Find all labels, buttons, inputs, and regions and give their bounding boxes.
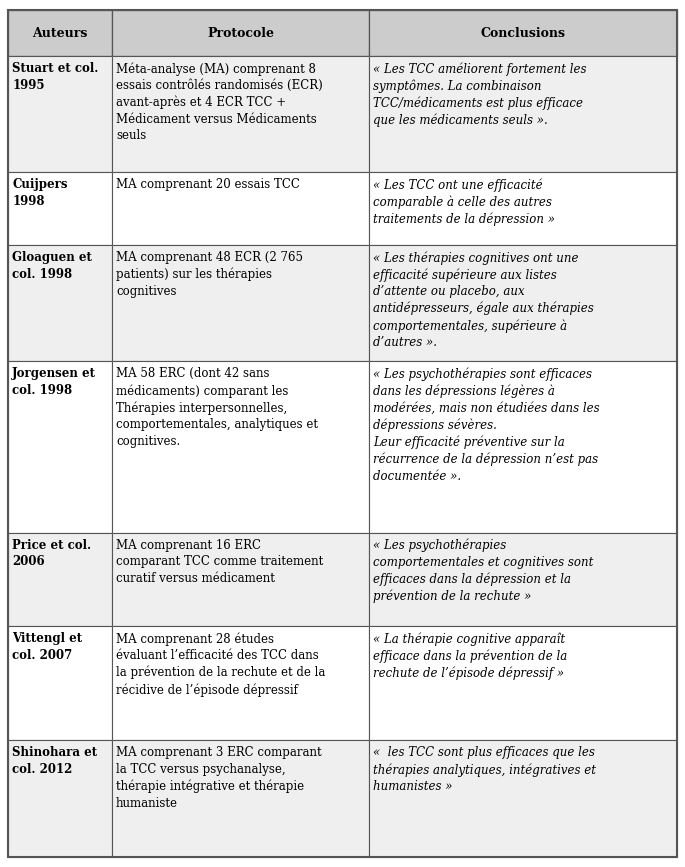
- Bar: [112, 173, 369, 245]
- Text: « Les psychothérapies
comportementales et cognitives sont
efficaces dans la dépr: « Les psychothérapies comportementales e…: [373, 538, 594, 603]
- Bar: [8, 10, 112, 56]
- Bar: [8, 56, 112, 173]
- Bar: [369, 10, 677, 56]
- Text: Gloaguen et
col. 1998: Gloaguen et col. 1998: [12, 251, 92, 281]
- Bar: [112, 740, 369, 857]
- Text: MA comprenant 48 ECR (2 765
patients) sur les thérapies
cognitives: MA comprenant 48 ECR (2 765 patients) su…: [116, 251, 303, 297]
- Bar: [112, 532, 369, 626]
- Bar: [112, 362, 369, 532]
- Text: Cuijpers
1998: Cuijpers 1998: [12, 179, 68, 208]
- Text: MA comprenant 16 ERC
comparant TCC comme traitement
curatif versus médicament: MA comprenant 16 ERC comparant TCC comme…: [116, 538, 323, 584]
- Bar: [112, 56, 369, 173]
- Text: MA comprenant 3 ERC comparant
la TCC versus psychanalyse,
thérapie intégrative e: MA comprenant 3 ERC comparant la TCC ver…: [116, 746, 321, 810]
- Bar: [8, 362, 112, 532]
- Text: Jorgensen et
col. 1998: Jorgensen et col. 1998: [12, 368, 97, 397]
- Text: Conclusions: Conclusions: [480, 27, 566, 40]
- Text: Auteurs: Auteurs: [32, 27, 88, 40]
- Bar: [8, 173, 112, 245]
- Bar: [369, 56, 677, 173]
- Text: « Les thérapies cognitives ont une
efficacité supérieure aux listes
d’attente ou: « Les thérapies cognitives ont une effic…: [373, 251, 594, 349]
- Bar: [112, 362, 369, 532]
- Bar: [8, 245, 112, 362]
- Text: Price et col.
2006: Price et col. 2006: [12, 538, 92, 568]
- Bar: [8, 10, 112, 56]
- Text: Vittengl et
col. 2007: Vittengl et col. 2007: [12, 632, 82, 662]
- Bar: [369, 532, 677, 626]
- Bar: [369, 740, 677, 857]
- Text: Shinohara et
col. 2012: Shinohara et col. 2012: [12, 746, 97, 776]
- Text: « Les TCC ont une efficacité
comparable à celle des autres
traitements de la dép: « Les TCC ont une efficacité comparable …: [373, 179, 556, 226]
- Text: MA 58 ERC (dont 42 sans
médicaments) comparant les
Thérapies interpersonnelles,
: MA 58 ERC (dont 42 sans médicaments) com…: [116, 368, 318, 447]
- Bar: [369, 740, 677, 857]
- Bar: [8, 532, 112, 626]
- Bar: [8, 532, 112, 626]
- Bar: [8, 740, 112, 857]
- Bar: [8, 740, 112, 857]
- Text: MA comprenant 20 essais TCC: MA comprenant 20 essais TCC: [116, 179, 300, 192]
- Text: «  les TCC sont plus efficaces que les
thérapies analytiques, intégratives et
hu: « les TCC sont plus efficaces que les th…: [373, 746, 597, 793]
- Text: « Les psychothérapies sont efficaces
dans les dépressions légères à
modérées, ma: « Les psychothérapies sont efficaces dan…: [373, 368, 600, 483]
- Bar: [112, 532, 369, 626]
- Bar: [8, 626, 112, 740]
- Bar: [112, 10, 369, 56]
- Bar: [369, 626, 677, 740]
- Bar: [369, 173, 677, 245]
- Text: Protocole: Protocole: [207, 27, 274, 40]
- Bar: [369, 626, 677, 740]
- Bar: [8, 173, 112, 245]
- Bar: [8, 56, 112, 173]
- Bar: [369, 245, 677, 362]
- Bar: [8, 626, 112, 740]
- Bar: [112, 626, 369, 740]
- Bar: [369, 173, 677, 245]
- Text: « La thérapie cognitive apparaît
efficace dans la prévention de la
rechute de l’: « La thérapie cognitive apparaît efficac…: [373, 632, 568, 680]
- Bar: [112, 245, 369, 362]
- Bar: [369, 10, 677, 56]
- Text: Méta-analyse (MA) comprenant 8
essais contrôlés randomisés (ECR)
avant-après et : Méta-analyse (MA) comprenant 8 essais co…: [116, 62, 323, 142]
- Bar: [8, 362, 112, 532]
- Bar: [369, 532, 677, 626]
- Bar: [369, 245, 677, 362]
- Bar: [112, 626, 369, 740]
- Bar: [112, 740, 369, 857]
- Bar: [369, 362, 677, 532]
- Text: MA comprenant 28 études
évaluant l’efficacité des TCC dans
la prévention de la r: MA comprenant 28 études évaluant l’effic…: [116, 632, 325, 696]
- Bar: [369, 362, 677, 532]
- Bar: [8, 245, 112, 362]
- Bar: [112, 10, 369, 56]
- Text: Stuart et col.
1995: Stuart et col. 1995: [12, 62, 99, 92]
- Bar: [112, 245, 369, 362]
- Bar: [369, 56, 677, 173]
- Bar: [112, 173, 369, 245]
- Bar: [112, 56, 369, 173]
- Text: « Les TCC améliorent fortement les
symptômes. La combinaison
TCC/médicaments est: « Les TCC améliorent fortement les sympt…: [373, 62, 587, 127]
